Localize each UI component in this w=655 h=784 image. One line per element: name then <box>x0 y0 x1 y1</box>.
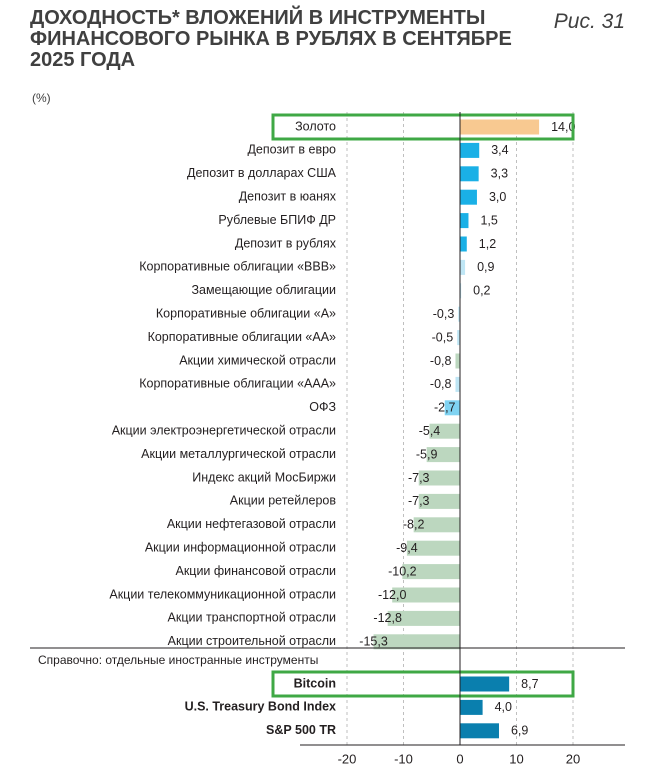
category-value-13: -5,4 <box>419 424 441 438</box>
foreign-value-0: 8,7 <box>521 677 538 691</box>
category-bar-10 <box>455 353 460 369</box>
foreign-bar-0 <box>460 676 510 692</box>
category-bar-7 <box>460 283 462 299</box>
foreign-bar-2 <box>460 723 499 739</box>
category-value-10: -0,8 <box>430 354 452 368</box>
foreign-bar-1 <box>460 699 483 715</box>
category-bar-17 <box>413 517 460 533</box>
x-tick-label: 0 <box>456 751 463 766</box>
category-bar-20 <box>392 587 460 603</box>
category-bar-9 <box>457 330 460 346</box>
category-bar-12 <box>444 400 460 416</box>
x-tick-label: -20 <box>338 751 357 766</box>
category-label-17: Акции нефтегазовой отрасли <box>167 517 336 531</box>
category-label-5: Депозит в рублях <box>235 236 337 250</box>
category-value-22: -15,3 <box>359 635 388 649</box>
category-bar-16 <box>418 493 460 509</box>
category-label-6: Корпоративные облигации «BBB» <box>139 260 336 274</box>
category-bar-13 <box>429 423 460 439</box>
foreign-label-2: S&P 500 TR <box>266 723 336 737</box>
x-tick-label: -10 <box>394 751 413 766</box>
category-label-19: Акции финансовой отрасли <box>175 564 336 578</box>
category-label-3: Депозит в юанях <box>239 189 337 203</box>
chart-title: ДОХОДНОСТЬ* ВЛОЖЕНИЙ В ИНСТРУМЕНТЫ ФИНАН… <box>30 8 530 71</box>
category-label-8: Корпоративные облигации «А» <box>156 306 336 320</box>
category-value-7: 0,2 <box>473 284 490 298</box>
category-bar-11 <box>455 376 460 392</box>
category-bar-4 <box>460 213 469 229</box>
category-value-1: 3,4 <box>491 143 508 157</box>
foreign-label-0: Bitcoin <box>294 676 336 690</box>
category-bar-21 <box>387 610 460 626</box>
category-value-20: -12,0 <box>378 588 407 602</box>
category-value-8: -0,3 <box>433 307 455 321</box>
category-bar-8 <box>458 306 460 322</box>
category-bar-18 <box>406 540 460 556</box>
category-value-4: 1,5 <box>480 213 497 227</box>
category-label-16: Акции ретейлеров <box>230 494 337 508</box>
title-line-1: ДОХОДНОСТЬ* ВЛОЖЕНИЙ В ИНСТРУМЕНТЫ <box>30 7 486 29</box>
category-bar-1 <box>460 142 480 158</box>
category-label-13: Акции электроэнергетической отрасли <box>112 423 336 437</box>
category-label-4: Рублевые БПИФ ДР <box>218 213 336 227</box>
category-value-9: -0,5 <box>432 330 454 344</box>
category-bar-3 <box>460 189 477 205</box>
unit-label: (%) <box>32 91 51 105</box>
category-bar-15 <box>418 470 460 486</box>
category-label-7: Замещающие облигации <box>191 283 336 297</box>
category-bar-2 <box>460 166 479 182</box>
category-label-9: Корпоративные облигации «АА» <box>148 330 336 344</box>
category-value-0: 14,0 <box>551 120 575 134</box>
category-label-21: Акции транспортной отрасли <box>168 611 336 625</box>
category-value-14: -5,9 <box>416 447 438 461</box>
category-bar-5 <box>460 236 467 252</box>
category-value-17: -8,2 <box>403 518 425 532</box>
category-value-11: -0,8 <box>430 377 452 391</box>
category-label-15: Индекс акций МосБиржи <box>192 470 336 484</box>
category-label-12: ОФЗ <box>309 400 336 414</box>
category-value-15: -7,3 <box>408 471 430 485</box>
category-label-11: Корпоративные облигации «ААА» <box>139 377 336 391</box>
category-label-14: Акции металлургической отрасли <box>141 447 336 461</box>
category-value-3: 3,0 <box>489 190 506 204</box>
category-bar-0 <box>460 119 540 135</box>
x-tick-label: 10 <box>509 751 523 766</box>
x-tick-label: 20 <box>566 751 580 766</box>
category-bar-19 <box>402 564 460 580</box>
category-label-20: Акции телекоммуникационной отрасли <box>109 587 336 601</box>
category-label-18: Акции информационной отрасли <box>145 540 336 554</box>
category-bar-22 <box>373 634 460 650</box>
category-value-5: 1,2 <box>479 237 496 251</box>
category-value-16: -7,3 <box>408 494 430 508</box>
title-line-2: ФИНАНСОВОГО РЫНКА В РУБЛЯХ В СЕНТЯБРЕ <box>30 28 512 50</box>
category-bar-14 <box>426 447 460 463</box>
section-label: Справочно: отдельные иностранные инструм… <box>38 653 318 667</box>
foreign-label-1: U.S. Treasury Bond Index <box>185 700 336 714</box>
category-label-22: Акции строительной отрасли <box>168 634 336 648</box>
category-value-19: -10,2 <box>388 564 417 578</box>
category-value-2: 3,3 <box>491 167 508 181</box>
category-label-1: Депозит в евро <box>247 143 336 157</box>
category-label-10: Акции химической отрасли <box>179 353 336 367</box>
foreign-highlight-box <box>271 670 575 698</box>
foreign-value-1: 4,0 <box>495 700 512 714</box>
category-bar-6 <box>460 259 466 275</box>
category-value-21: -12,8 <box>373 611 402 625</box>
category-value-12: -2,7 <box>434 401 456 415</box>
title-line-3: 2025 ГОДА <box>30 49 136 71</box>
foreign-value-2: 6,9 <box>511 724 528 738</box>
category-value-18: -9,4 <box>396 541 418 555</box>
category-value-6: 0,9 <box>477 260 494 274</box>
category-highlight-box <box>271 113 575 141</box>
figure-label: Рис. 31 <box>553 10 625 33</box>
category-label-0: Золото <box>295 119 336 133</box>
category-label-2: Депозит в долларах США <box>187 166 337 180</box>
